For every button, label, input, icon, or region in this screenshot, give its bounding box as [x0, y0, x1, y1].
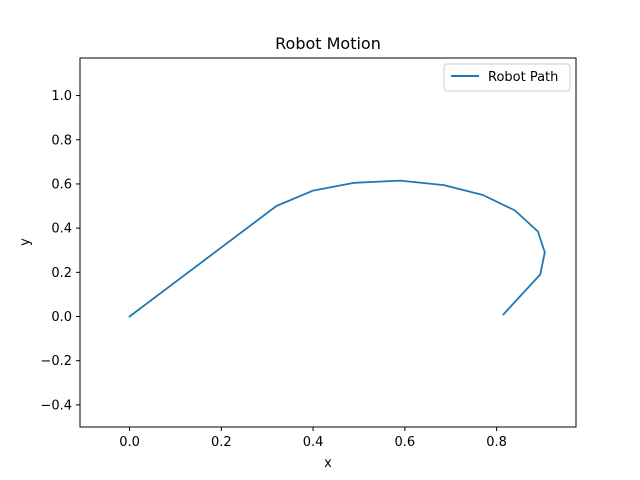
plot-area: 0.0 0.2 0.4 0.6 0.8 −0.4 −0.2 0.0 0.2 0.4 0.6 0.8 1.… [40, 57, 577, 450]
x-tick-label: 0.4 [303, 435, 324, 450]
y-tick-label: 0.0 [51, 310, 72, 325]
series-line-robot-path [128, 179, 546, 318]
plot-frame [79, 57, 577, 428]
y-tick-label: 0.2 [51, 266, 72, 281]
x-tick-label: 0.6 [395, 435, 416, 450]
x-axis-title: x [324, 456, 332, 471]
legend: Robot Path [443, 63, 571, 92]
y-tick-label: −0.2 [40, 354, 72, 369]
y-axis-title: y [18, 238, 33, 246]
y-tick-label: 1.0 [51, 89, 72, 104]
y-tick-label: 0.8 [51, 133, 72, 148]
y-tick-label: 0.4 [51, 222, 72, 237]
legend-box [443, 63, 571, 92]
legend-label: Robot Path [488, 70, 558, 85]
y-tick-label: 0.6 [51, 177, 72, 192]
y-tick-label: −0.4 [40, 398, 72, 413]
x-tick-label: 0.8 [486, 435, 507, 450]
x-tick-label: 0.2 [211, 435, 232, 450]
x-tick-label: 0.0 [119, 435, 140, 450]
chart-title: Robot Motion [275, 34, 381, 53]
